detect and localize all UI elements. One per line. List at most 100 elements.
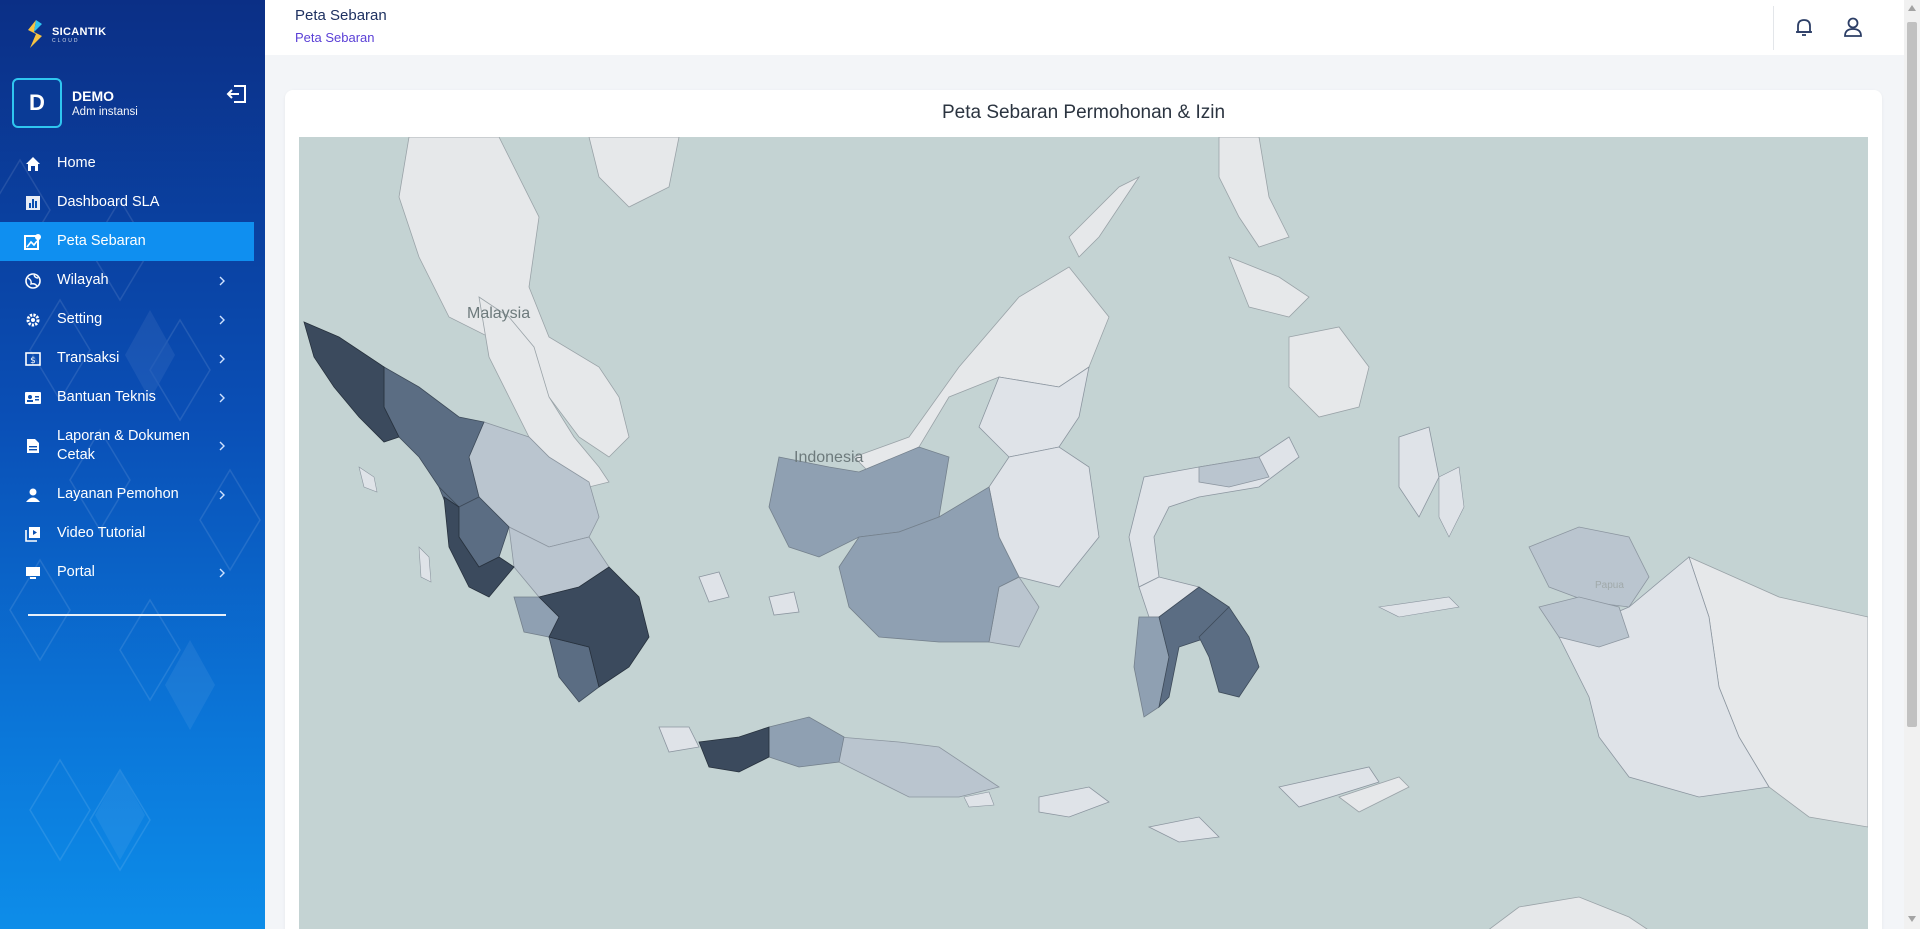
logo-icon	[28, 20, 42, 48]
sidebar-item-setting[interactable]: Setting	[0, 300, 254, 339]
chevron-right-icon	[219, 441, 225, 451]
chevron-right-icon	[219, 490, 225, 499]
person-icon	[24, 486, 42, 504]
region-jawa-barat[interactable]	[698, 726, 770, 773]
sidebar-divider	[28, 614, 226, 616]
sidebar-item-label: Wilayah	[57, 272, 109, 288]
land-timor-leste[interactable]	[1338, 776, 1410, 813]
sidebar-item-label: Laporan & Dokumen Cetak	[57, 428, 190, 463]
land-peninsular-malaysia[interactable]	[478, 296, 610, 488]
region-kalimantan-tengah[interactable]	[838, 486, 1020, 643]
land-philippines-luzon[interactable]	[1218, 137, 1290, 248]
region-sulawesi-selatan[interactable]	[1158, 586, 1230, 709]
home-icon	[24, 155, 42, 173]
land-borneo-north[interactable]	[853, 266, 1110, 473]
region-jawa-timur[interactable]	[838, 736, 1000, 798]
sidebar-item-dashboard-sla[interactable]: Dashboard SLA	[0, 183, 254, 222]
header-divider	[1773, 6, 1774, 50]
monitor-icon	[24, 564, 42, 582]
chevron-right-icon	[219, 393, 225, 402]
island-mentawai[interactable]	[418, 546, 432, 583]
user-name: DEMO	[72, 88, 114, 104]
region-gorontalo[interactable]	[1198, 456, 1270, 488]
chevron-right-icon	[219, 568, 225, 577]
sidebar-item-label: Dashboard SLA	[57, 194, 160, 210]
sidebar-item-label: Bantuan Teknis	[57, 389, 156, 405]
region-nusa-tenggara-barat[interactable]	[1038, 786, 1110, 818]
sidebar-pattern	[0, 158, 261, 872]
sidebar-item-label: Transaksi	[57, 350, 120, 366]
sidebar-item-laporan-dokumen-cetak[interactable]: Laporan & Dokumen Cetak	[0, 417, 254, 475]
region-jawa-tengah[interactable]	[768, 716, 845, 768]
video-library-icon	[24, 525, 42, 543]
sidebar-item-label: Home	[57, 155, 96, 171]
sidebar-item-label: Video Tutorial	[57, 525, 146, 541]
island-seram[interactable]	[1378, 596, 1460, 618]
page-scrollbar[interactable]	[1904, 0, 1920, 929]
logout-icon[interactable]	[226, 84, 248, 104]
gear-icon	[24, 311, 42, 329]
map-label-indonesia: Indonesia	[794, 449, 864, 466]
region-papua-barat-daya[interactable]	[1538, 596, 1630, 648]
app-logo[interactable]: SICANTIK CLOUD	[24, 18, 106, 52]
region-kalimantan-utara[interactable]	[978, 366, 1090, 458]
breadcrumb[interactable]: Peta Sebaran	[295, 30, 375, 45]
sidebar-item-video-tutorial[interactable]: Video Tutorial	[0, 514, 254, 553]
island-nias[interactable]	[358, 466, 378, 493]
logo-subtext: CLOUD	[52, 38, 80, 44]
region-banten[interactable]	[658, 726, 700, 753]
land-philippines-mindanao[interactable]	[1288, 326, 1370, 418]
map-card: Peta Sebaran Permohonan & Izin	[285, 90, 1882, 929]
sidebar-item-home[interactable]: Home	[0, 144, 254, 183]
user-icon[interactable]	[1842, 16, 1864, 38]
globe-icon	[24, 272, 42, 290]
card-title: Peta Sebaran Permohonan & Izin	[941, 102, 1226, 123]
chevron-right-icon	[219, 276, 225, 285]
region-bangka-belitung[interactable]	[698, 571, 800, 616]
region-sulawesi-utara[interactable]	[1128, 436, 1300, 588]
chevron-right-icon	[219, 354, 225, 363]
bell-icon[interactable]	[1793, 16, 1815, 38]
sidebar-item-transaksi[interactable]: $ Transaksi	[0, 339, 254, 378]
logo-text: SICANTIK	[52, 26, 107, 38]
land-palawan[interactable]	[1068, 175, 1141, 258]
land-philippines-visayas[interactable]	[1228, 256, 1310, 318]
scroll-thumb[interactable]	[1907, 22, 1917, 727]
sidebar-item-portal[interactable]: Portal	[0, 553, 254, 592]
svg-text:$: $	[30, 356, 36, 366]
avatar: D	[12, 78, 62, 128]
land-vietnam-coast[interactable]	[588, 137, 680, 208]
island-halmahera[interactable]	[1438, 466, 1465, 538]
page-title: Peta Sebaran	[295, 7, 387, 24]
contact-card-icon	[24, 389, 42, 407]
sidebar: SICANTIK CLOUD D DEMO Adm instansi Home …	[0, 0, 265, 929]
chart-bar-icon	[24, 194, 42, 212]
region-sumatera-selatan[interactable]	[538, 566, 650, 688]
map-canvas[interactable]	[299, 137, 1868, 929]
sidebar-item-peta-sebaran[interactable]: Peta Sebaran	[0, 222, 254, 261]
sidebar-menu: Home Dashboard SLA Peta Sebaran Wilayah	[0, 144, 254, 592]
chevron-right-icon	[219, 315, 225, 324]
user-profile: D DEMO Adm instansi	[12, 78, 252, 128]
document-icon	[24, 437, 42, 455]
sidebar-item-layanan-pemohon[interactable]: Layanan Pemohon	[0, 475, 254, 514]
region-aceh[interactable]	[303, 321, 400, 443]
land-australia[interactable]	[1479, 896, 1659, 929]
scroll-up-icon[interactable]	[1908, 5, 1916, 11]
land-indochina[interactable]	[398, 137, 630, 458]
dollar-icon: $	[24, 350, 42, 368]
region-nusa-tenggara-timur[interactable]	[1147, 766, 1380, 843]
region-papua-barat[interactable]	[1528, 526, 1650, 608]
sidebar-item-label: Setting	[57, 311, 103, 327]
region-sulawesi-tenggara[interactable]	[1198, 606, 1260, 698]
sidebar-item-bantuan-teknis[interactable]: Bantuan Teknis	[0, 378, 254, 417]
region-maluku[interactable]	[1398, 426, 1440, 518]
region-bengkulu[interactable]	[443, 496, 515, 598]
scroll-down-icon[interactable]	[1908, 916, 1916, 922]
map-icon	[24, 233, 42, 251]
choropleth-map[interactable]: Malaysia Indonesia Papua	[299, 137, 1868, 929]
sidebar-item-label: Peta Sebaran	[57, 233, 146, 249]
island-bali[interactable]	[963, 791, 995, 808]
sidebar-item-wilayah[interactable]: Wilayah	[0, 261, 254, 300]
map-label-papua: Papua	[1595, 580, 1624, 591]
